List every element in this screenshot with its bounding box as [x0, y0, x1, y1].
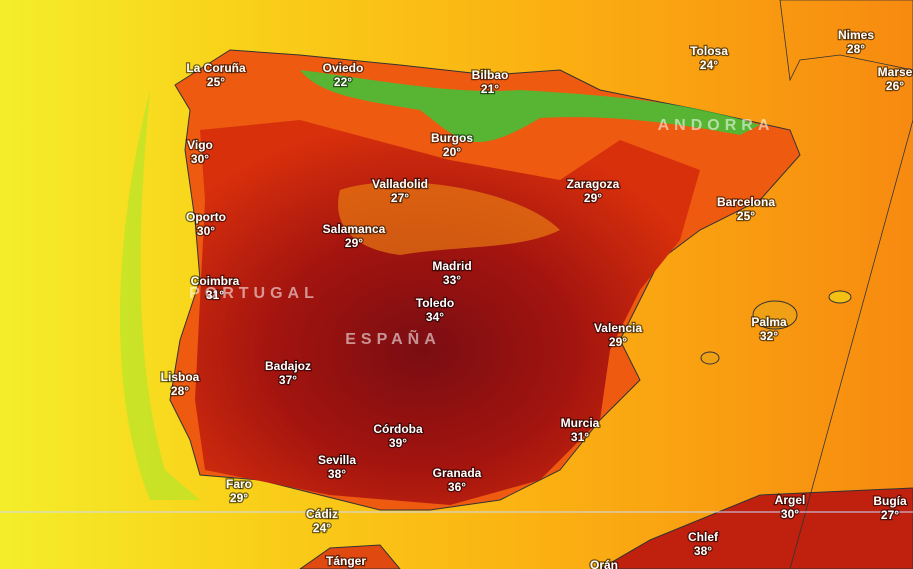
mallorca — [752, 300, 798, 330]
city-name: Granada — [433, 466, 482, 480]
plateau — [338, 182, 560, 255]
city-temp: 22° — [334, 75, 352, 89]
region-label: PORTUGAL — [189, 285, 319, 302]
city-name: Córdoba — [373, 422, 423, 436]
city-temp: 28° — [171, 384, 189, 398]
hot-zone — [195, 120, 700, 505]
city-temp: 29° — [230, 491, 248, 505]
city-temp: 30° — [781, 507, 799, 521]
city-temp: 30° — [191, 152, 209, 166]
coast-france — [779, 0, 913, 569]
ibiza — [700, 351, 720, 365]
city-temp: 38° — [694, 544, 712, 558]
city-name: Vigo — [187, 138, 213, 152]
city-temp: 38° — [328, 467, 346, 481]
city-temp: 21° — [481, 82, 499, 96]
city-temp: 20° — [443, 145, 461, 159]
city-name: Bilbao — [472, 68, 509, 82]
city-temp: 33° — [443, 273, 461, 287]
city-name: Sevilla — [318, 453, 356, 467]
city-temp: 29° — [584, 191, 602, 205]
city-name: Oviedo — [323, 61, 364, 75]
city-temp: 26° — [886, 79, 904, 93]
city-name: Coimbra — [191, 274, 240, 288]
city-temp: 37° — [279, 373, 297, 387]
cool-sea — [120, 90, 200, 500]
city-name: Burgos — [431, 131, 473, 145]
city-temp: 30° — [197, 224, 215, 238]
city-name: Valladolid — [372, 177, 428, 191]
city-name: Valencia — [594, 321, 642, 335]
city-temp: 31° — [571, 430, 589, 444]
city-temp: 24° — [700, 58, 718, 72]
region-label: ANDORRA — [658, 117, 775, 134]
city-name: La Coruña — [186, 61, 246, 75]
city-temp: 29° — [345, 236, 363, 250]
city-temp: 25° — [207, 75, 225, 89]
city-temp: 25° — [737, 209, 755, 223]
city-temp: 36° — [448, 480, 466, 494]
city-name: Lisboa — [161, 370, 200, 384]
city-temp: 29° — [609, 335, 627, 349]
city-temp: 39° — [389, 436, 407, 450]
city-temp: 34° — [426, 310, 444, 324]
city-name: Salamanca — [323, 222, 386, 236]
city-temp: 27° — [391, 191, 409, 205]
city-name: Toledo — [416, 296, 454, 310]
city-name: Marse — [878, 65, 913, 79]
city-name: Chlef — [688, 530, 719, 544]
morocco — [299, 544, 401, 569]
city-name: Faro — [226, 477, 252, 491]
city-name: Nimes — [838, 28, 874, 42]
city-temp: 32° — [760, 329, 778, 343]
africa — [599, 487, 913, 569]
city-name: Zaragoza — [567, 177, 620, 191]
city-name: Oporto — [186, 210, 226, 224]
city-name: Madrid — [432, 259, 471, 273]
city-temp: 24° — [313, 521, 331, 535]
city-temp: 31° — [206, 288, 224, 302]
city-name: Palma — [751, 315, 787, 329]
city-name: Orán — [590, 558, 618, 569]
city-temp: 28° — [847, 42, 865, 56]
city-temp: 27° — [881, 508, 899, 522]
mountains — [300, 70, 760, 142]
city-name: Badajoz — [265, 359, 311, 373]
city-name: Tolosa — [690, 44, 728, 58]
menorca — [828, 290, 852, 304]
city-name: Bugía — [873, 494, 907, 508]
city-name: Argel — [775, 493, 806, 507]
city-name: Cádiz — [306, 507, 338, 521]
city-name: Murcia — [561, 416, 600, 430]
city-name: Barcelona — [717, 195, 775, 209]
city-name: Tánger — [326, 554, 366, 568]
region-label: ESPAÑA — [345, 328, 441, 348]
